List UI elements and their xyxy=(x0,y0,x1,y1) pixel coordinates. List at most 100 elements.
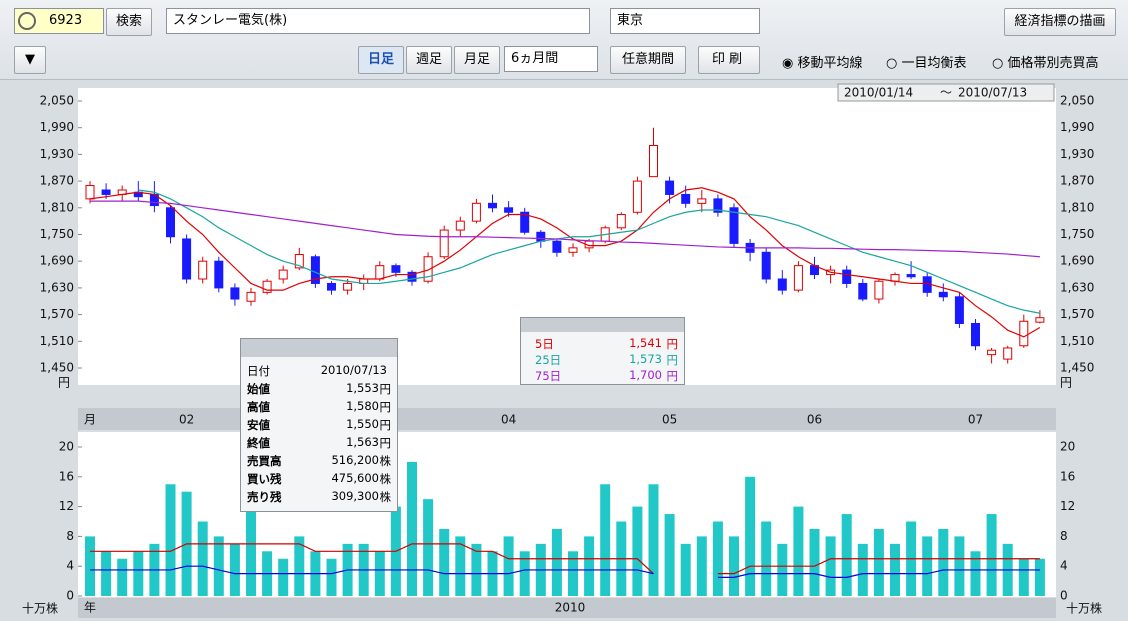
info-key: 売り残 xyxy=(247,490,282,504)
candle-body xyxy=(1035,317,1045,323)
y-tick-label: 1,690 xyxy=(40,254,74,268)
legend-name: 25日 xyxy=(535,353,562,367)
ma-legend: 5日 1,541 円 25日 1,573 円 75日 1,700 円 xyxy=(520,317,685,385)
volume-bar xyxy=(825,536,836,596)
info-unit: 円 xyxy=(379,418,392,432)
radio-option[interactable]: ○ 価格帯別売買高 xyxy=(992,56,1099,71)
volume-bar xyxy=(648,484,659,596)
radio-label: 価格帯別売買高 xyxy=(1007,56,1099,71)
info-row: 安値 1,550 円 xyxy=(247,417,391,433)
volume-bar xyxy=(970,551,981,596)
y-tick-label: 2,050 xyxy=(1060,94,1094,108)
line xyxy=(90,200,1040,258)
candle-body xyxy=(520,211,530,233)
candle-body xyxy=(262,280,272,293)
period-button[interactable]: 週足 xyxy=(406,46,452,74)
volume-bar xyxy=(761,521,772,596)
legend-value: 1,700 xyxy=(629,368,662,382)
period-button[interactable]: 月足 xyxy=(454,46,500,74)
info-key: 売買高 xyxy=(247,454,282,468)
volume-bar xyxy=(729,536,739,596)
year-label: 2010 xyxy=(555,601,586,615)
candle-body xyxy=(761,251,771,280)
volume-bar xyxy=(117,558,128,596)
info-value: 475,600 xyxy=(331,471,379,485)
candle-body xyxy=(987,349,997,356)
candle-body xyxy=(906,274,916,278)
menu-button[interactable]: ▼ xyxy=(14,46,46,74)
month-band-label: 月 xyxy=(84,413,96,427)
candle-body xyxy=(407,271,417,282)
volume-bar xyxy=(986,514,997,596)
volume-bar xyxy=(407,461,417,596)
volume-bar xyxy=(809,528,820,596)
volume-bar xyxy=(664,514,675,596)
panel-header xyxy=(521,318,684,332)
info-value: 516,200 xyxy=(331,453,379,467)
candle-body xyxy=(552,240,562,253)
radio-option[interactable]: ○ 一目均衡表 xyxy=(886,56,967,71)
y-tick-label: 1,810 xyxy=(1060,200,1094,214)
info-row: 売り残 309,300 株 xyxy=(247,489,391,505)
volume-bar xyxy=(439,528,450,596)
volume-bar xyxy=(1018,558,1029,596)
line xyxy=(90,543,1040,575)
volume-bar xyxy=(712,521,723,596)
y-tick-label: 2,050 xyxy=(40,94,74,108)
name-field[interactable]: スタンレー電気(株) xyxy=(166,8,590,34)
info-unit: 株 xyxy=(379,472,392,486)
range-select[interactable]: 6ヵ月間 xyxy=(504,46,598,72)
date-sep: ～ xyxy=(940,86,952,100)
y-unit-right: 円 xyxy=(1060,376,1072,390)
month-label: 07 xyxy=(968,413,983,427)
y-tick-label: 0 xyxy=(1060,589,1068,603)
print-button[interactable]: 印刷 xyxy=(698,46,760,74)
volume-bar xyxy=(294,536,305,596)
candle-body xyxy=(504,207,514,213)
vol-unit-left: 十万株 xyxy=(22,601,58,616)
line xyxy=(90,565,1040,578)
candle-body xyxy=(632,180,642,213)
period-button[interactable]: 日足 xyxy=(358,46,404,74)
candle-body xyxy=(793,265,803,291)
legend-unit: 円 xyxy=(666,353,679,367)
y-tick-label: 0 xyxy=(66,589,74,603)
month-label: 04 xyxy=(501,413,516,427)
volume-bar xyxy=(745,476,756,596)
info-value: 309,300 xyxy=(331,489,379,503)
info-row: 始値 1,553 円 xyxy=(247,381,391,397)
candle-body xyxy=(455,220,465,231)
volume-bar xyxy=(197,521,208,596)
market-select[interactable]: 東京 xyxy=(610,8,760,34)
y-tick-label: 20 xyxy=(1060,440,1075,454)
volume-bar xyxy=(841,514,852,596)
info-key: 高値 xyxy=(247,400,270,414)
candle-body xyxy=(729,207,739,244)
volume-bar xyxy=(954,536,965,596)
candle-body xyxy=(681,193,691,204)
econ-button[interactable]: 経済指標の描画 xyxy=(1004,8,1116,36)
legend-name: 75日 xyxy=(535,369,562,383)
y-tick-label: 20 xyxy=(59,440,74,454)
volume-bar xyxy=(632,506,643,596)
volume-bar xyxy=(326,558,337,596)
volume-bar xyxy=(922,536,933,596)
toolbar: 6923 検索 スタンレー電気(株) 東京 経済指標の描画 ▼ 日足 週足 月足… xyxy=(0,0,1128,80)
volume-bar xyxy=(857,543,868,596)
candle-body xyxy=(246,291,256,302)
candle-body xyxy=(954,296,964,324)
y-tick-label: 1,690 xyxy=(1060,254,1094,268)
month-label: 06 xyxy=(807,413,822,427)
candle-body xyxy=(616,213,626,229)
custom-button[interactable]: 任意期間 xyxy=(610,46,686,74)
legend-name: 5日 xyxy=(535,337,554,351)
volume-bar xyxy=(777,543,788,596)
radio-option[interactable]: ◉ 移動平均線 xyxy=(782,56,863,71)
y-tick-label: 16 xyxy=(59,469,74,483)
candle-body xyxy=(85,185,95,200)
search-button[interactable]: 検索 xyxy=(106,8,152,36)
volume-bar xyxy=(600,484,611,596)
info-key: 終値 xyxy=(247,436,270,450)
candle-body xyxy=(214,260,224,289)
